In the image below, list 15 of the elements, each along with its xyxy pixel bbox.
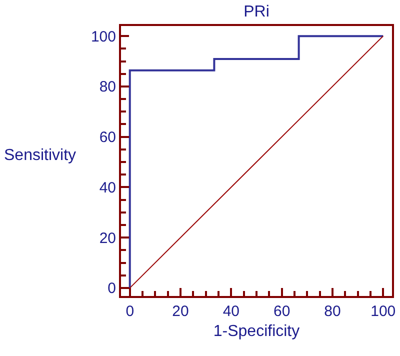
x-tick-label: 60: [273, 303, 290, 320]
y-tick-label: 60: [99, 129, 116, 146]
x-tick-label: 80: [324, 303, 341, 320]
x-tick-label: 0: [126, 303, 134, 320]
x-tick-label: 20: [172, 303, 189, 320]
y-tick-label: 80: [99, 78, 116, 96]
x-tick-label: 40: [222, 303, 240, 320]
y-tick-label: 100: [90, 28, 116, 46]
x-tick-label: 100: [370, 303, 396, 320]
y-tick-label: 0: [108, 280, 116, 298]
chart-title: PRi: [244, 4, 270, 21]
y-tick-label: 20: [99, 230, 116, 247]
y-axis-title: Sensitivity: [4, 147, 76, 164]
x-axis-title: 1-Specificity: [213, 323, 300, 340]
y-tick-label: 40: [99, 179, 116, 196]
